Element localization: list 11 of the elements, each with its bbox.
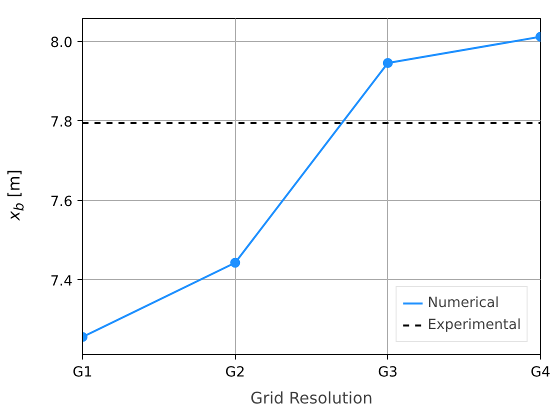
y-tick-label: 7.6 bbox=[50, 194, 73, 210]
legend-label: Experimental bbox=[428, 317, 521, 333]
x-tick-label: G1 bbox=[72, 364, 92, 380]
x-tick-label: G2 bbox=[225, 364, 246, 380]
x-axis-title: Grid Resolution bbox=[250, 388, 373, 408]
y-tick-label: 7.8 bbox=[50, 114, 72, 130]
x-tick-label: G3 bbox=[378, 364, 398, 380]
y-tick-label: 7.4 bbox=[50, 273, 73, 290]
y-tick-label: 8.0 bbox=[50, 35, 72, 52]
x-tick-label: G4 bbox=[530, 364, 550, 380]
legend-label: Numerical bbox=[428, 295, 500, 311]
